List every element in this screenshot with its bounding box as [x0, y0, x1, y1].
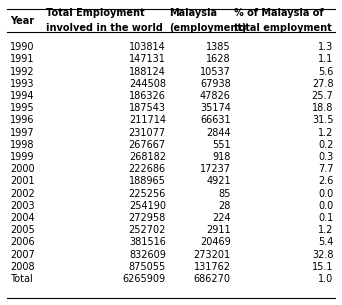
Text: Year: Year: [10, 16, 35, 26]
Text: 25.7: 25.7: [312, 91, 333, 101]
Text: 186326: 186326: [129, 91, 166, 101]
Text: Malaysia: Malaysia: [169, 8, 217, 18]
Text: total employment: total employment: [234, 23, 332, 33]
Text: 254190: 254190: [129, 201, 166, 211]
Text: 1385: 1385: [206, 42, 231, 52]
Text: 15.1: 15.1: [312, 262, 333, 272]
Text: 1994: 1994: [10, 91, 35, 101]
Text: 686270: 686270: [194, 274, 231, 284]
Text: 2002: 2002: [10, 189, 35, 199]
Text: 10537: 10537: [200, 67, 231, 77]
Text: 1995: 1995: [10, 103, 35, 113]
Text: 1997: 1997: [10, 128, 35, 138]
Text: 231077: 231077: [129, 128, 166, 138]
Text: 188965: 188965: [129, 177, 166, 186]
Text: 1999: 1999: [10, 152, 35, 162]
Text: 224: 224: [212, 213, 231, 223]
Text: 1.2: 1.2: [318, 128, 333, 138]
Text: 0.1: 0.1: [318, 213, 333, 223]
Text: 20469: 20469: [200, 238, 231, 247]
Text: 1990: 1990: [10, 42, 35, 52]
Text: 2000: 2000: [10, 164, 35, 174]
Text: 272958: 272958: [129, 213, 166, 223]
Text: 2007: 2007: [10, 250, 35, 260]
Text: Total: Total: [10, 274, 33, 284]
Text: 2001: 2001: [10, 177, 35, 186]
Text: 1.0: 1.0: [318, 274, 333, 284]
Text: 66631: 66631: [200, 116, 231, 125]
Text: 875055: 875055: [129, 262, 166, 272]
Text: 0.3: 0.3: [318, 152, 333, 162]
Text: 1.2: 1.2: [318, 225, 333, 235]
Text: 2.6: 2.6: [318, 177, 333, 186]
Text: 7.7: 7.7: [318, 164, 333, 174]
Text: 273201: 273201: [194, 250, 231, 260]
Text: 1.3: 1.3: [318, 42, 333, 52]
Text: 268182: 268182: [129, 152, 166, 162]
Text: 267667: 267667: [129, 140, 166, 150]
Text: 211714: 211714: [129, 116, 166, 125]
Text: 2008: 2008: [10, 262, 35, 272]
Text: 1628: 1628: [206, 55, 231, 64]
Text: 381516: 381516: [129, 238, 166, 247]
Text: 27.8: 27.8: [312, 79, 333, 89]
Text: 2003: 2003: [10, 201, 35, 211]
Text: 2911: 2911: [206, 225, 231, 235]
Text: 1991: 1991: [10, 55, 35, 64]
Text: involved in the world: involved in the world: [46, 23, 163, 33]
Text: 244508: 244508: [129, 79, 166, 89]
Text: 1998: 1998: [10, 140, 35, 150]
Text: 131762: 131762: [194, 262, 231, 272]
Text: 0.0: 0.0: [318, 201, 333, 211]
Text: 551: 551: [212, 140, 231, 150]
Text: % of Malaysia of: % of Malaysia of: [234, 8, 324, 18]
Text: 225256: 225256: [129, 189, 166, 199]
Text: 4921: 4921: [206, 177, 231, 186]
Text: 2006: 2006: [10, 238, 35, 247]
Text: 252702: 252702: [129, 225, 166, 235]
Text: 918: 918: [212, 152, 231, 162]
Text: 6265909: 6265909: [123, 274, 166, 284]
Text: 1992: 1992: [10, 67, 35, 77]
Text: 35174: 35174: [200, 103, 231, 113]
Text: 187543: 187543: [129, 103, 166, 113]
Text: 67938: 67938: [200, 79, 231, 89]
Text: (employment): (employment): [169, 23, 247, 33]
Text: 2005: 2005: [10, 225, 35, 235]
Text: 5.4: 5.4: [318, 238, 333, 247]
Text: 17237: 17237: [200, 164, 231, 174]
Text: 1996: 1996: [10, 116, 35, 125]
Text: 222686: 222686: [129, 164, 166, 174]
Text: 31.5: 31.5: [312, 116, 333, 125]
Text: 5.6: 5.6: [318, 67, 333, 77]
Text: Total Employment: Total Employment: [46, 8, 145, 18]
Text: 188124: 188124: [129, 67, 166, 77]
Text: 147131: 147131: [129, 55, 166, 64]
Text: 85: 85: [219, 189, 231, 199]
Text: 0.0: 0.0: [318, 189, 333, 199]
Text: 2004: 2004: [10, 213, 35, 223]
Text: 0.2: 0.2: [318, 140, 333, 150]
Text: 28: 28: [219, 201, 231, 211]
Text: 1993: 1993: [10, 79, 35, 89]
Text: 18.8: 18.8: [312, 103, 333, 113]
Text: 2844: 2844: [206, 128, 231, 138]
Text: 832609: 832609: [129, 250, 166, 260]
Text: 103814: 103814: [129, 42, 166, 52]
Text: 47826: 47826: [200, 91, 231, 101]
Text: 1.1: 1.1: [318, 55, 333, 64]
Text: 32.8: 32.8: [312, 250, 333, 260]
